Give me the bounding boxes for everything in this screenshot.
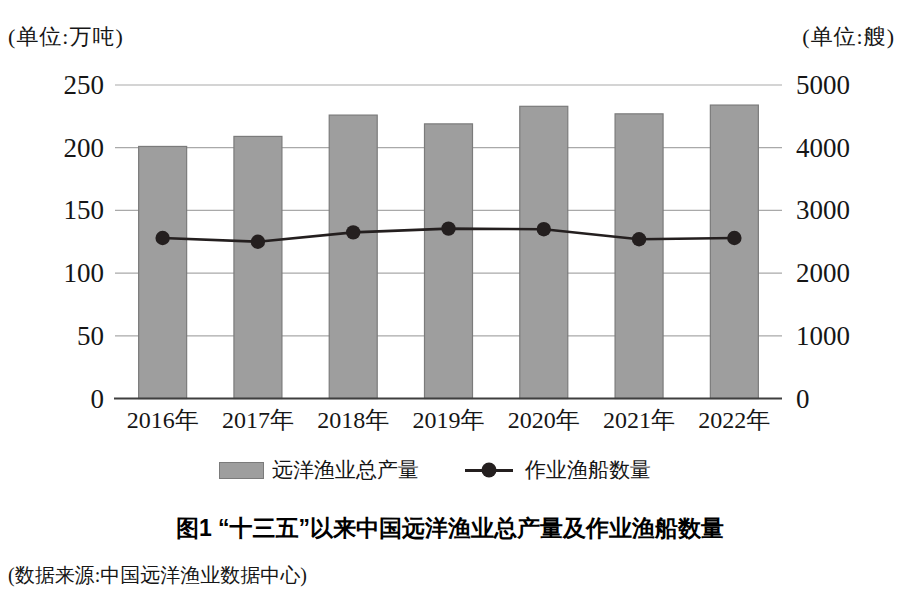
line-point-2022年 xyxy=(727,231,741,245)
fishery-combo-chart-figure: (单位:万吨) (单位:艘) 0501001502002500100020003… xyxy=(0,0,900,611)
right-axis-tick-3000: 3000 xyxy=(796,195,850,225)
x-axis-label-2019年: 2019年 xyxy=(413,407,485,433)
right-axis-tick-0: 0 xyxy=(796,384,810,414)
x-axis-label-2016年: 2016年 xyxy=(127,407,199,433)
line-point-2018年 xyxy=(346,225,360,239)
line-legend-dot-icon xyxy=(482,463,497,478)
right-axis-tick-1000: 1000 xyxy=(796,321,850,351)
bar-2017年 xyxy=(234,136,282,398)
figure-source: (数据来源:中国远洋渔业数据中心) xyxy=(8,562,307,589)
left-axis-tick-0: 0 xyxy=(91,384,105,414)
figure-title: 图1 “十三五”以来中国远洋渔业总产量及作业渔船数量 xyxy=(0,513,900,544)
line-point-2020年 xyxy=(537,222,551,236)
left-axis-tick-150: 150 xyxy=(64,195,105,225)
left-axis-tick-100: 100 xyxy=(64,258,105,288)
x-axis-label-2021年: 2021年 xyxy=(603,407,675,433)
chart-legend: 远洋渔业总产量 作业渔船数量 xyxy=(0,456,870,484)
x-axis-label-2022年: 2022年 xyxy=(698,407,770,433)
bar-2016年 xyxy=(139,146,187,398)
bar-2020年 xyxy=(520,106,568,398)
chart-plot-area: 0 50 100 150 200 250 0 1000 2000 3000 4000 5000 2016… xyxy=(0,0,900,445)
left-axis-tick-50: 50 xyxy=(77,321,104,351)
line-point-2016年 xyxy=(155,231,169,245)
left-axis-tick-250: 250 xyxy=(64,70,105,100)
bar-2022年 xyxy=(710,105,758,398)
x-axis-label-2017年: 2017年 xyxy=(222,407,294,433)
x-axis-label-2018年: 2018年 xyxy=(317,407,389,433)
left-axis-tick-200: 200 xyxy=(64,133,105,163)
line-point-2017年 xyxy=(251,235,265,249)
line-point-2021年 xyxy=(632,232,646,246)
right-axis-tick-5000: 5000 xyxy=(796,70,850,100)
bar-2021年 xyxy=(615,114,663,399)
right-axis-tick-4000: 4000 xyxy=(796,133,850,163)
bar-2019年 xyxy=(425,124,473,399)
x-axis-label-2020年: 2020年 xyxy=(508,407,580,433)
bar-legend-swatch-icon xyxy=(219,462,264,479)
bar-2018年 xyxy=(329,115,377,398)
right-axis-tick-2000: 2000 xyxy=(796,258,850,288)
line-legend-marker-icon xyxy=(465,462,513,478)
line-legend-label: 作业渔船数量 xyxy=(525,456,651,484)
line-point-2019年 xyxy=(441,221,455,235)
bar-legend-label: 远洋渔业总产量 xyxy=(272,456,419,484)
